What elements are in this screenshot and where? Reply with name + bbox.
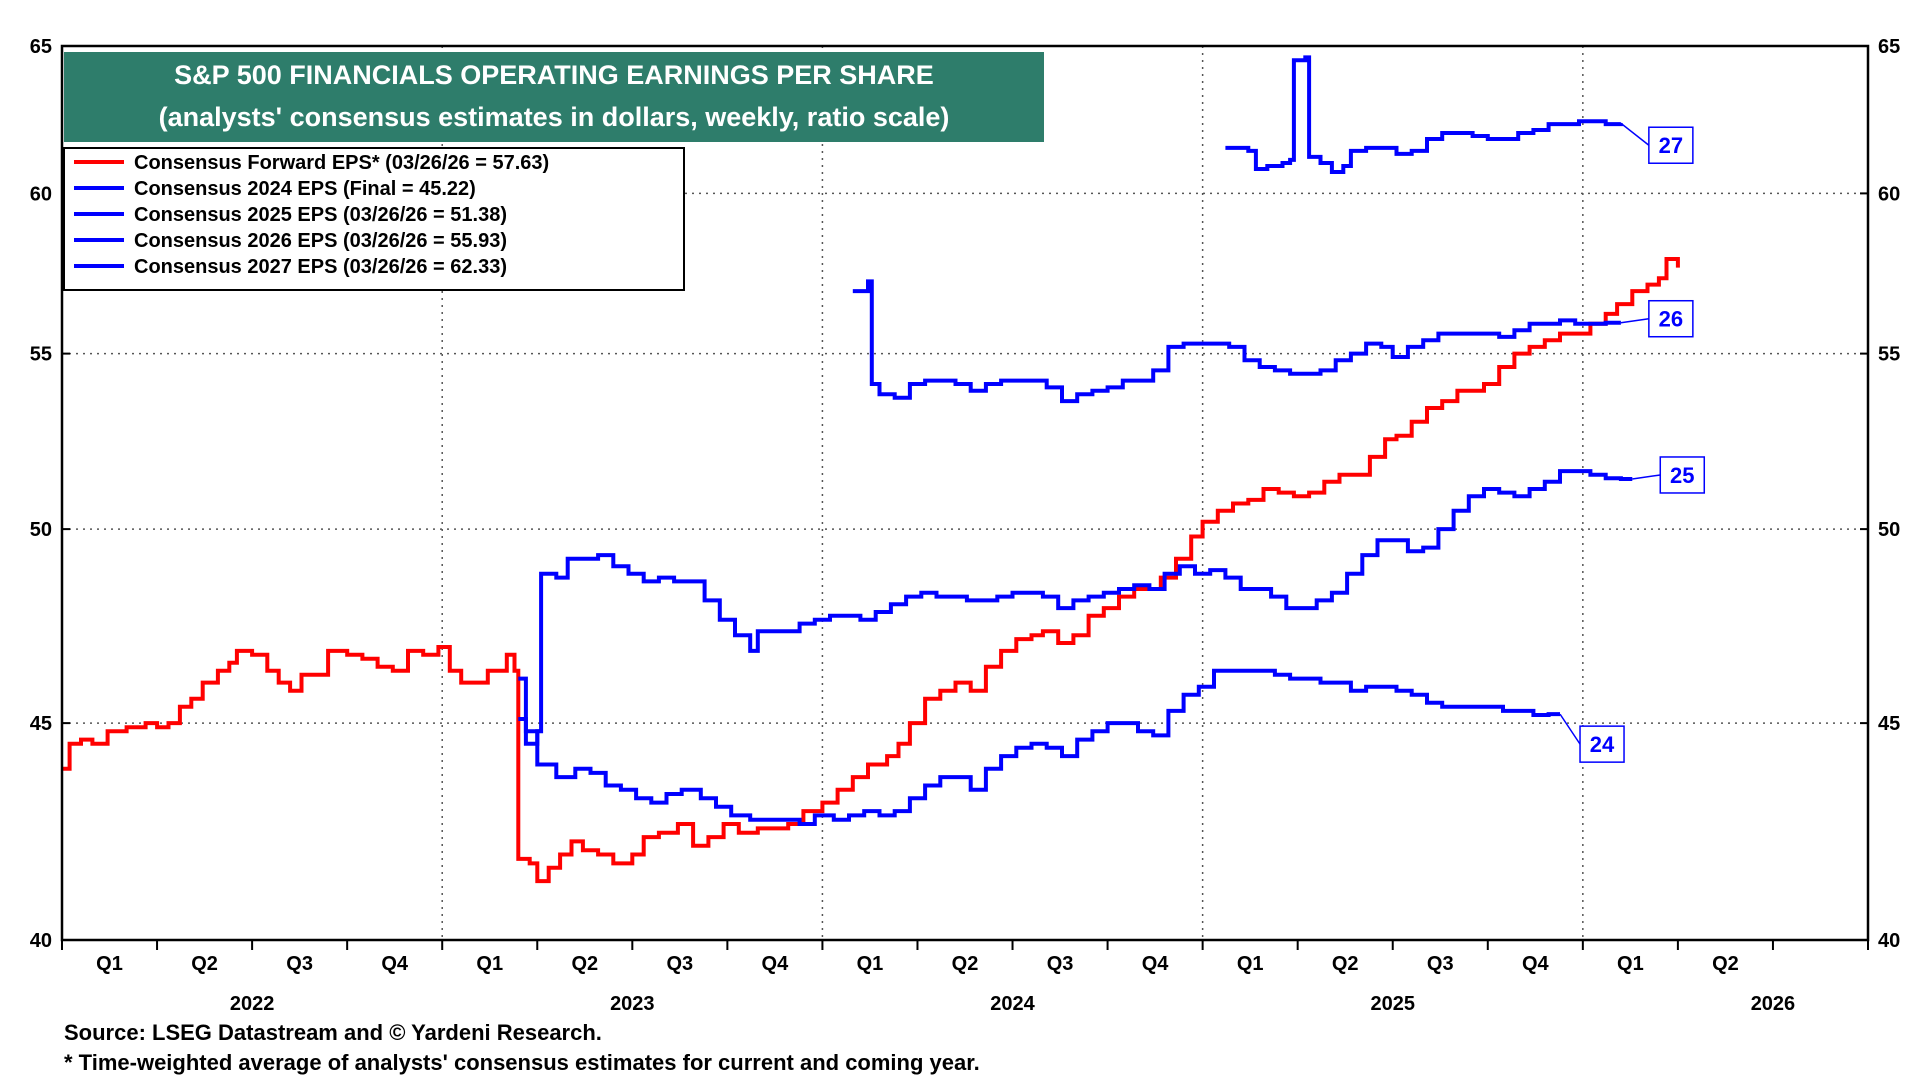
end-label-leader bbox=[1620, 122, 1650, 146]
x-axis: Q1 Q2 Q3 Q4 Q1 Q2 Q3 Q4 Q1 Q2 Q3 Q4 Q1 Q2 Q3 Q4 Q1 Q2 2022… bbox=[61, 940, 1869, 1015]
end-label-leader bbox=[1559, 713, 1581, 745]
chart-subtitle: (analysts' consensus estimates in dollar… bbox=[159, 102, 950, 132]
end-label-26: 26 bbox=[1659, 307, 1683, 332]
end-label-box bbox=[1579, 725, 1625, 763]
y-tick-label-right: 55 bbox=[1878, 344, 1900, 366]
source-footnote: Source: LSEG Datastream and © Yardeni Re… bbox=[64, 1020, 602, 1045]
y-tick-label-left: 40 bbox=[30, 930, 52, 952]
x-tick-label-quarter: Q1 bbox=[476, 953, 503, 975]
series-line-consensus-forward-eps bbox=[62, 257, 1680, 884]
plot-frame bbox=[60, 44, 1870, 942]
y-tick-label-left: 55 bbox=[30, 344, 52, 366]
end-label-leader bbox=[1620, 317, 1649, 324]
y-tick-label-right: 40 bbox=[1878, 930, 1900, 952]
x-tick-label-quarter: Q2 bbox=[952, 953, 979, 975]
end-label-24: 24 bbox=[1590, 732, 1615, 757]
series-lines bbox=[62, 55, 1680, 884]
y-tick-label-left: 60 bbox=[30, 183, 52, 205]
x-tick-label-year: 2023 bbox=[610, 993, 655, 1015]
legend-entry-label: Consensus Forward EPS* (03/26/26 = 57.63… bbox=[134, 152, 549, 174]
x-tick-label-quarter: Q2 bbox=[1332, 953, 1359, 975]
x-tick-label-quarter: Q4 bbox=[1522, 953, 1550, 975]
x-tick-label-quarter: Q1 bbox=[857, 953, 884, 975]
x-tick-label-year: 2026 bbox=[1751, 993, 1796, 1015]
x-tick-label-quarter: Q3 bbox=[1047, 953, 1074, 975]
end-label-27: 27 bbox=[1659, 133, 1683, 158]
x-tick-label-year: 2025 bbox=[1370, 993, 1415, 1015]
y-tick-label-right: 45 bbox=[1878, 713, 1900, 735]
x-tick-label-quarter: Q2 bbox=[191, 953, 218, 975]
x-tick-label-quarter: Q4 bbox=[381, 953, 409, 975]
asterisk-footnote: * Time-weighted average of analysts' con… bbox=[64, 1050, 980, 1075]
x-tick-label-quarter: Q1 bbox=[1237, 953, 1264, 975]
y-tick-label-left: 65 bbox=[30, 36, 52, 58]
x-tick-label-quarter: Q4 bbox=[762, 953, 790, 975]
series-line-consensus-2025-eps bbox=[518, 469, 1633, 746]
end-label-25: 25 bbox=[1670, 463, 1694, 488]
legend: Consensus Forward EPS* (03/26/26 = 57.63… bbox=[63, 147, 685, 291]
x-tick-label-quarter: Q1 bbox=[1617, 953, 1644, 975]
x-tick-label-quarter: Q2 bbox=[1712, 953, 1739, 975]
legend-entry-label: Consensus 2024 EPS (Final = 45.22) bbox=[134, 178, 476, 200]
end-label-box bbox=[1648, 126, 1694, 164]
end-label-box bbox=[1648, 299, 1694, 338]
y-tick-label-right: 60 bbox=[1878, 183, 1900, 205]
x-tick-label-year: 2022 bbox=[230, 993, 275, 1015]
legend-entry-label: Consensus 2027 EPS (03/26/26 = 62.33) bbox=[134, 256, 507, 278]
y-tick-label-right: 50 bbox=[1878, 519, 1900, 541]
y-tick-label-right: 65 bbox=[1878, 36, 1900, 58]
x-tick-label-quarter: Q2 bbox=[571, 953, 598, 975]
legend-box bbox=[63, 147, 685, 291]
title-box bbox=[64, 52, 1044, 142]
x-tick-label-quarter: Q3 bbox=[1427, 953, 1454, 975]
end-label-leader bbox=[1632, 474, 1661, 480]
y-tick-label-left: 50 bbox=[30, 519, 52, 541]
x-tick-label-quarter: Q4 bbox=[1142, 953, 1170, 975]
end-label-box bbox=[1659, 456, 1706, 494]
y-tick-label-left: 45 bbox=[30, 713, 52, 735]
series-line-consensus-2024-eps bbox=[518, 668, 1560, 826]
series-line-consensus-2027-eps bbox=[1225, 55, 1623, 174]
x-tick-label-quarter: Q3 bbox=[666, 953, 693, 975]
legend-entry-label: Consensus 2026 EPS (03/26/26 = 55.93) bbox=[134, 230, 507, 252]
x-tick-label-quarter: Q3 bbox=[286, 953, 313, 975]
x-tick-label-year: 2024 bbox=[990, 993, 1035, 1015]
x-tick-label-quarter: Q1 bbox=[96, 953, 123, 975]
legend-entry-label: Consensus 2025 EPS (03/26/26 = 51.38) bbox=[134, 204, 507, 226]
series-line-consensus-2026-eps bbox=[852, 279, 1621, 404]
chart-title: S&P 500 FINANCIALS OPERATING EARNINGS PE… bbox=[174, 60, 934, 90]
end-labels: 27 26 25 24 bbox=[1559, 122, 1706, 763]
